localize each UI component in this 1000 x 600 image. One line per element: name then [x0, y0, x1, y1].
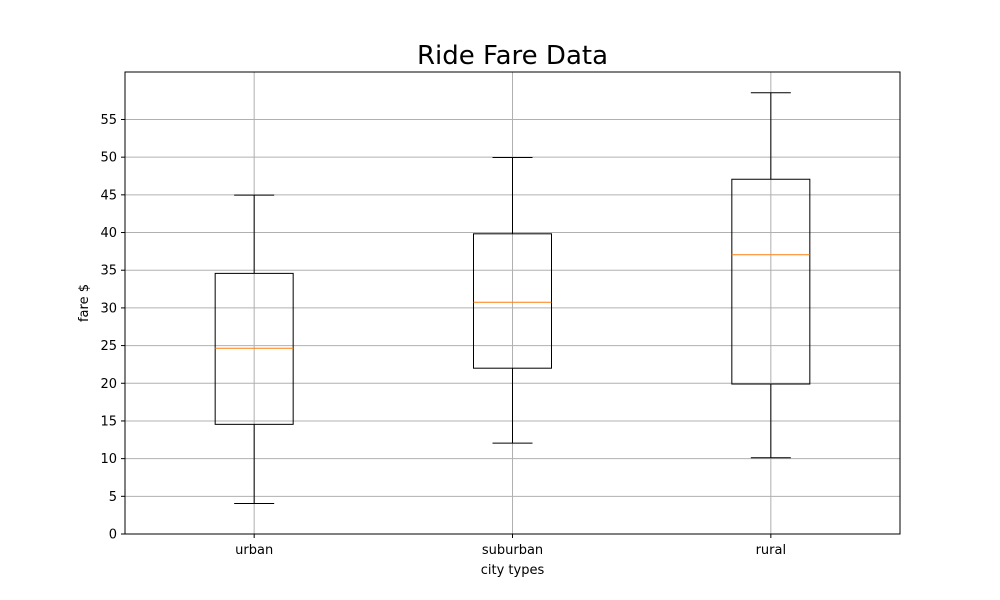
x-tick-label-suburban: suburban	[482, 543, 543, 558]
x-axis-label: city types	[481, 563, 545, 578]
y-tick-label: 45	[100, 188, 117, 203]
y-tick-label: 0	[109, 528, 117, 543]
y-tick-label: 55	[100, 113, 117, 128]
boxes	[214, 92, 811, 504]
x-tick-label-rural: rural	[756, 543, 787, 558]
iqr-box	[731, 178, 811, 385]
y-tick-label: 20	[100, 377, 117, 392]
axis-ticks: 0 5 10 15 20 25 30 35 40 45 50 55 urban suburban rural	[100, 113, 786, 558]
y-tick-label: 50	[100, 151, 117, 166]
iqr-box	[214, 272, 294, 425]
y-tick-label: 40	[100, 226, 117, 241]
y-tick-label: 15	[100, 414, 117, 429]
box-urban	[214, 194, 294, 504]
chart-title: Ride Fare Data	[417, 41, 608, 71]
y-tick-label: 35	[100, 264, 117, 279]
x-tick-label-urban: urban	[235, 543, 273, 558]
y-axis-label: fare $	[77, 284, 92, 322]
y-tick-label: 5	[109, 490, 117, 505]
iqr-box	[473, 233, 552, 369]
y-tick-label: 30	[100, 301, 117, 316]
box-rural	[731, 92, 811, 459]
y-tick-label: 25	[100, 339, 117, 354]
box-suburban	[473, 156, 552, 444]
y-tick-label: 10	[100, 452, 117, 467]
